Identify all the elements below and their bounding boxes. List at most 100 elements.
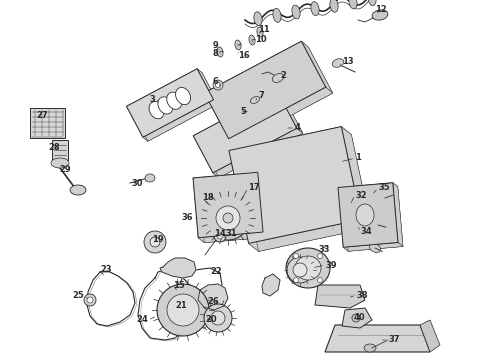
Text: 10: 10 xyxy=(255,36,267,45)
Polygon shape xyxy=(332,59,344,67)
Polygon shape xyxy=(318,278,322,283)
Polygon shape xyxy=(160,258,196,278)
Text: 8: 8 xyxy=(212,49,218,58)
Text: 9: 9 xyxy=(212,40,218,49)
Polygon shape xyxy=(293,263,307,277)
Text: 15: 15 xyxy=(173,280,185,289)
Polygon shape xyxy=(338,183,398,247)
Polygon shape xyxy=(349,0,357,9)
Text: 31: 31 xyxy=(225,229,237,238)
Polygon shape xyxy=(144,231,166,253)
Text: 24: 24 xyxy=(136,315,148,324)
Polygon shape xyxy=(311,2,319,15)
Text: 35: 35 xyxy=(378,184,390,193)
Polygon shape xyxy=(126,106,148,141)
Polygon shape xyxy=(364,344,376,352)
Polygon shape xyxy=(198,232,269,243)
Text: 2: 2 xyxy=(280,71,286,80)
Text: 1: 1 xyxy=(355,153,361,162)
Polygon shape xyxy=(199,96,303,178)
Polygon shape xyxy=(239,135,371,251)
Polygon shape xyxy=(372,221,384,229)
Text: 6: 6 xyxy=(212,77,218,86)
Text: 3: 3 xyxy=(149,94,155,104)
Polygon shape xyxy=(286,248,330,288)
Polygon shape xyxy=(145,174,155,182)
Polygon shape xyxy=(368,0,376,5)
Polygon shape xyxy=(214,230,226,242)
Polygon shape xyxy=(126,69,202,110)
Polygon shape xyxy=(217,233,223,239)
Text: 28: 28 xyxy=(49,144,60,153)
Text: 20: 20 xyxy=(205,315,217,324)
Polygon shape xyxy=(204,41,308,99)
Polygon shape xyxy=(199,177,269,243)
Text: 27: 27 xyxy=(36,111,48,120)
Text: 33: 33 xyxy=(318,246,329,255)
Polygon shape xyxy=(213,80,223,90)
Text: 13: 13 xyxy=(342,58,354,67)
Polygon shape xyxy=(217,47,223,57)
Polygon shape xyxy=(338,188,348,251)
Polygon shape xyxy=(193,172,264,183)
Polygon shape xyxy=(197,69,219,104)
Text: 14: 14 xyxy=(214,229,226,238)
Polygon shape xyxy=(70,185,86,195)
Polygon shape xyxy=(51,158,69,168)
Polygon shape xyxy=(277,91,303,133)
Polygon shape xyxy=(287,257,313,283)
Polygon shape xyxy=(330,0,338,12)
Text: 29: 29 xyxy=(59,166,71,175)
Polygon shape xyxy=(325,325,430,352)
Polygon shape xyxy=(204,304,232,332)
Polygon shape xyxy=(347,193,383,237)
Polygon shape xyxy=(229,127,351,158)
Polygon shape xyxy=(198,284,228,310)
Polygon shape xyxy=(343,187,403,251)
Polygon shape xyxy=(229,150,259,251)
Polygon shape xyxy=(52,140,68,160)
Polygon shape xyxy=(235,40,241,50)
Polygon shape xyxy=(204,93,236,145)
Text: 18: 18 xyxy=(202,194,214,202)
Text: 19: 19 xyxy=(152,235,164,244)
Text: 39: 39 xyxy=(325,261,337,270)
Polygon shape xyxy=(292,5,300,19)
Polygon shape xyxy=(213,128,303,178)
Polygon shape xyxy=(318,253,322,258)
Polygon shape xyxy=(87,297,93,303)
Polygon shape xyxy=(229,127,361,243)
Text: 22: 22 xyxy=(210,267,222,276)
Polygon shape xyxy=(204,41,326,139)
Text: 4: 4 xyxy=(295,123,301,132)
Polygon shape xyxy=(193,136,219,178)
Polygon shape xyxy=(131,73,219,141)
Text: 32: 32 xyxy=(355,190,367,199)
Text: 34: 34 xyxy=(360,228,371,237)
Polygon shape xyxy=(30,108,65,138)
Polygon shape xyxy=(250,96,260,103)
Polygon shape xyxy=(343,243,403,251)
Polygon shape xyxy=(294,253,298,258)
Text: 12: 12 xyxy=(375,5,387,14)
Text: 16: 16 xyxy=(238,51,250,60)
Polygon shape xyxy=(149,102,164,119)
Polygon shape xyxy=(352,314,360,322)
Text: 11: 11 xyxy=(258,26,270,35)
Text: 7: 7 xyxy=(258,91,264,100)
Polygon shape xyxy=(150,237,160,247)
Polygon shape xyxy=(206,196,250,240)
Polygon shape xyxy=(167,294,199,326)
Polygon shape xyxy=(356,204,374,226)
Polygon shape xyxy=(258,172,269,237)
Polygon shape xyxy=(84,294,96,306)
Polygon shape xyxy=(216,206,240,230)
Text: 17: 17 xyxy=(248,184,260,193)
Polygon shape xyxy=(295,256,321,280)
Text: 38: 38 xyxy=(356,291,368,300)
Polygon shape xyxy=(420,320,440,352)
Text: 40: 40 xyxy=(354,314,366,323)
Polygon shape xyxy=(229,87,333,145)
Polygon shape xyxy=(294,278,298,283)
Polygon shape xyxy=(193,178,204,243)
